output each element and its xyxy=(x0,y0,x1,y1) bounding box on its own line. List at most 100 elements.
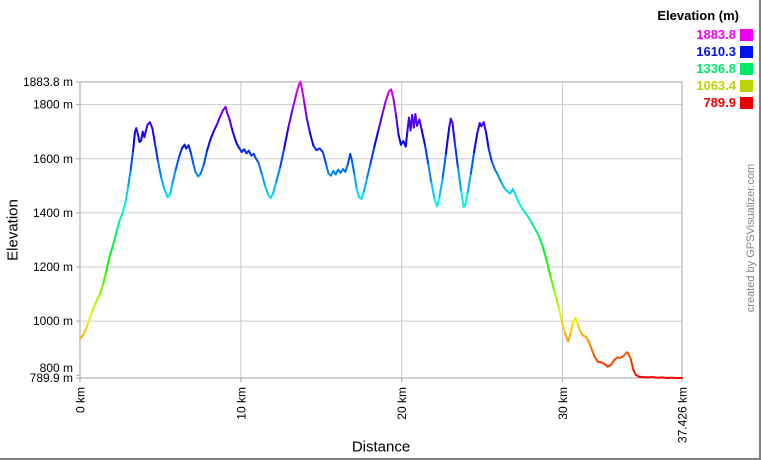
profile-segment xyxy=(257,161,263,175)
profile-segment xyxy=(553,290,560,308)
profile-segment xyxy=(91,302,97,313)
x-axis-title: Distance xyxy=(351,438,411,456)
legend-row: 1063.4 xyxy=(657,77,753,94)
x-tick-label: 37.426 km xyxy=(676,387,690,443)
profile-segment xyxy=(395,114,400,136)
profile-segment xyxy=(469,151,476,175)
legend-swatch xyxy=(740,28,753,41)
profile-segment xyxy=(500,181,506,190)
profile-segment xyxy=(111,232,118,247)
profile-segment xyxy=(525,213,532,222)
profile-segment xyxy=(231,128,236,139)
profile-segment xyxy=(390,88,395,101)
profile-segment xyxy=(574,316,579,326)
profile-segment xyxy=(517,200,524,210)
profile-segment xyxy=(129,149,135,171)
y-tick-label: 789.9 m xyxy=(30,371,73,385)
profile-segment xyxy=(587,339,593,350)
profile-segment xyxy=(466,172,472,194)
profile-segment xyxy=(549,275,556,293)
profile-segment xyxy=(344,163,349,173)
profile-segment xyxy=(537,234,544,247)
profile-segment xyxy=(424,144,430,166)
profile-segment xyxy=(377,113,384,132)
profile-segment xyxy=(279,146,286,168)
profile-segment xyxy=(189,152,195,166)
x-tick-label: 10 km xyxy=(234,387,248,420)
legend-swatch xyxy=(740,96,753,109)
profile-segment xyxy=(404,130,409,148)
profile-segment xyxy=(127,168,132,187)
profile-segment xyxy=(392,98,398,117)
profile-segment xyxy=(299,80,303,90)
profile-segment xyxy=(309,132,315,147)
profile-segment xyxy=(560,320,566,335)
legend-value: 1883.8 xyxy=(696,27,736,42)
legend-swatch xyxy=(740,45,753,58)
legend-row: 1610.3 xyxy=(657,43,753,60)
profile-segment xyxy=(135,127,139,136)
profile-segment xyxy=(153,141,160,163)
profile-segment xyxy=(460,190,465,208)
profile-segment xyxy=(381,100,387,116)
profile-segment xyxy=(557,305,563,323)
legend-row: 1336.8 xyxy=(657,60,753,77)
legend-swatch xyxy=(740,62,753,75)
profile-segment xyxy=(192,163,197,174)
profile-segment xyxy=(629,358,635,371)
profile-segment xyxy=(441,152,447,179)
profile-segment xyxy=(529,219,536,229)
profile-segment xyxy=(275,165,282,183)
profile-segment xyxy=(397,133,402,146)
profile-segment xyxy=(99,282,105,296)
profile-segment xyxy=(291,92,298,112)
legend-value: 1610.3 xyxy=(696,44,736,59)
y-tick-label: 1400 m xyxy=(33,206,73,220)
profile-segment xyxy=(490,160,496,171)
y-tick-label: 1600 m xyxy=(33,152,73,166)
profile-segment xyxy=(366,163,372,179)
profile-segment xyxy=(215,115,221,126)
profile-segment xyxy=(493,168,500,177)
profile-segment xyxy=(102,268,108,285)
profile-segment xyxy=(420,129,427,147)
profile-segment xyxy=(487,146,493,163)
profile-segment xyxy=(163,188,169,199)
profile-segment xyxy=(569,321,575,335)
profile-segment xyxy=(497,174,503,184)
y-tick-label: 1800 m xyxy=(33,98,73,112)
profile-segment xyxy=(295,84,300,95)
profile-segment xyxy=(228,118,234,131)
profile-segment xyxy=(272,180,278,195)
profile-segment xyxy=(418,118,423,132)
legend-swatch xyxy=(740,79,753,92)
x-tick-label: 0 km xyxy=(74,387,88,413)
profile-segment xyxy=(514,192,520,203)
profile-segment xyxy=(482,121,488,135)
profile-segment xyxy=(430,182,436,201)
profile-segment xyxy=(121,199,127,214)
profile-segment xyxy=(136,133,141,144)
profile-segment xyxy=(353,172,358,190)
legend-value: 789.9 xyxy=(703,95,736,110)
profile-segment xyxy=(132,130,137,152)
profile-segment xyxy=(464,191,469,207)
profile-segment xyxy=(567,332,572,343)
profile-segment xyxy=(438,176,444,198)
profile-segment xyxy=(427,163,433,185)
plot-frame xyxy=(79,81,683,379)
profile-segment xyxy=(263,184,270,196)
legend-title: Elevation (m) xyxy=(657,8,739,23)
profile-segment xyxy=(115,220,121,235)
profile-segment xyxy=(82,326,88,336)
profile-segment xyxy=(202,149,209,166)
profile-segment xyxy=(108,244,114,258)
profile-segment xyxy=(360,190,365,200)
profile-segment xyxy=(187,144,192,155)
profile-segment xyxy=(283,126,290,149)
y-tick-label: 1883.8 m xyxy=(23,75,73,89)
y-tick-label: 1200 m xyxy=(33,260,73,274)
profile-segment xyxy=(87,310,94,323)
